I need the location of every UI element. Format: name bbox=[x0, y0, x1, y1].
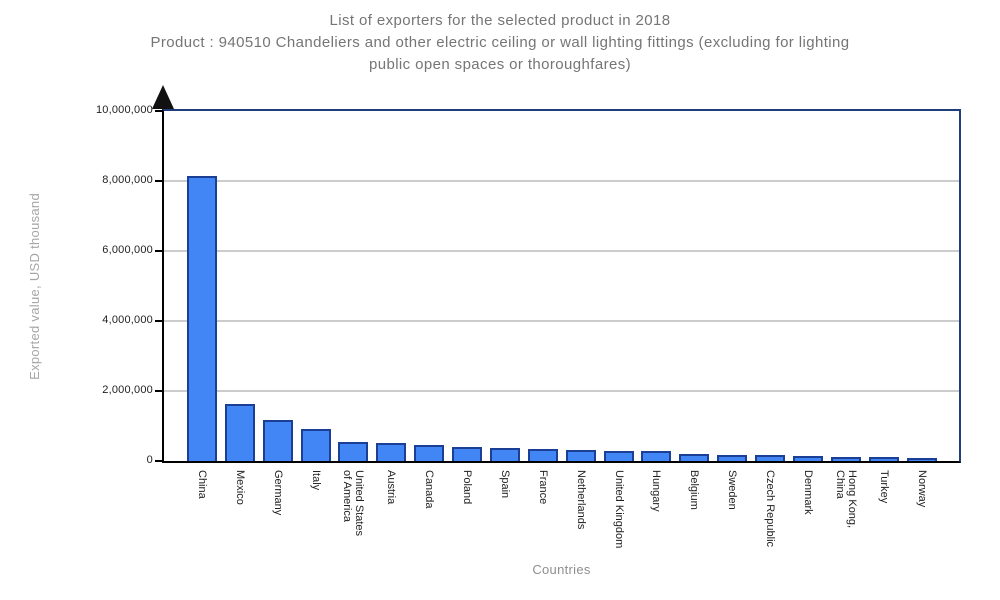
y-tick-label: 8,000,000 bbox=[102, 174, 153, 186]
x-axis-title: Countries bbox=[532, 562, 591, 577]
x-tick-label-denmark: Denmark bbox=[802, 470, 814, 515]
bar-denmark[interactable] bbox=[793, 456, 823, 461]
gridline bbox=[164, 250, 959, 252]
bar-hong-kong-china[interactable] bbox=[831, 457, 861, 461]
x-tick-label-turkey: Turkey bbox=[878, 470, 890, 504]
x-tick-label-spain: Spain bbox=[499, 470, 511, 499]
bar-united-states-of-america[interactable] bbox=[338, 442, 368, 461]
y-tick-label: 10,000,000 bbox=[95, 104, 153, 116]
y-tick-mark bbox=[155, 250, 163, 252]
gridline bbox=[164, 180, 959, 182]
x-tick-label-hong-kong-china: Hong Kong, China bbox=[834, 470, 858, 529]
x-tick-label-poland: Poland bbox=[461, 470, 473, 505]
x-tick-label-china: China bbox=[196, 470, 208, 499]
chart-title: List of exporters for the selected produ… bbox=[329, 12, 671, 29]
x-tick-label-france: France bbox=[537, 470, 549, 505]
bar-turkey[interactable] bbox=[869, 457, 899, 461]
bar-united-kingdom[interactable] bbox=[604, 451, 634, 461]
chart-subtitle-line-2: public open spaces or thoroughfares) bbox=[368, 56, 632, 73]
chart-subtitle-line-1: Product : 940510 Chandeliers and other e… bbox=[150, 34, 850, 51]
bar-mexico[interactable] bbox=[225, 404, 255, 461]
x-tick-label-norway: Norway bbox=[916, 470, 928, 508]
x-tick-label-hungary: Hungary bbox=[650, 470, 662, 512]
chart-title-block: List of exporters for the selected produ… bbox=[0, 10, 1000, 76]
y-tick-label: 4,000,000 bbox=[102, 314, 153, 326]
bar-norway[interactable] bbox=[907, 458, 937, 461]
bar-spain[interactable] bbox=[490, 448, 520, 461]
bar-sweden[interactable] bbox=[717, 455, 747, 461]
x-tick-label-italy: Italy bbox=[310, 470, 322, 491]
bar-canada[interactable] bbox=[414, 445, 444, 461]
x-tick-label-sweden: Sweden bbox=[726, 470, 738, 510]
gridline bbox=[164, 320, 959, 322]
bar-netherlands[interactable] bbox=[566, 450, 596, 461]
bar-czech-republic[interactable] bbox=[755, 455, 785, 461]
bar-china[interactable] bbox=[187, 176, 217, 461]
plot-area bbox=[162, 109, 961, 463]
y-tick-mark bbox=[155, 180, 163, 182]
y-tick-label: 6,000,000 bbox=[102, 244, 153, 256]
x-tick-label-united-kingdom: United Kingdom bbox=[613, 470, 625, 549]
x-tick-label-czech-republic: Czech Republic bbox=[764, 470, 776, 548]
y-tick-mark bbox=[155, 320, 163, 322]
y-tick-mark bbox=[155, 460, 163, 462]
bar-france[interactable] bbox=[528, 449, 558, 461]
x-tick-label-germany: Germany bbox=[272, 470, 284, 516]
y-axis-arrow-icon bbox=[152, 85, 174, 109]
bar-hungary[interactable] bbox=[641, 451, 671, 461]
gridline bbox=[164, 390, 959, 392]
y-axis-title: Exported value, USD thousand bbox=[16, 111, 52, 461]
x-tick-label-belgium: Belgium bbox=[688, 470, 700, 510]
x-tick-label-canada: Canada bbox=[423, 470, 435, 509]
y-tick-label: 0 bbox=[146, 454, 153, 466]
bar-italy[interactable] bbox=[301, 429, 331, 461]
bar-belgium[interactable] bbox=[679, 454, 709, 461]
x-tick-label-united-states-of-america: United States of America bbox=[341, 470, 365, 537]
y-tick-label: 2,000,000 bbox=[102, 384, 153, 396]
x-tick-label-netherlands: Netherlands bbox=[575, 470, 587, 530]
bar-austria[interactable] bbox=[376, 443, 406, 461]
y-tick-mark bbox=[155, 390, 163, 392]
y-tick-mark bbox=[155, 110, 163, 112]
y-axis-title-text: Exported value, USD thousand bbox=[26, 192, 42, 380]
x-tick-label-mexico: Mexico bbox=[234, 470, 246, 505]
x-tick-label-austria: Austria bbox=[385, 470, 397, 505]
bar-germany[interactable] bbox=[263, 420, 293, 461]
bar-poland[interactable] bbox=[452, 447, 482, 461]
